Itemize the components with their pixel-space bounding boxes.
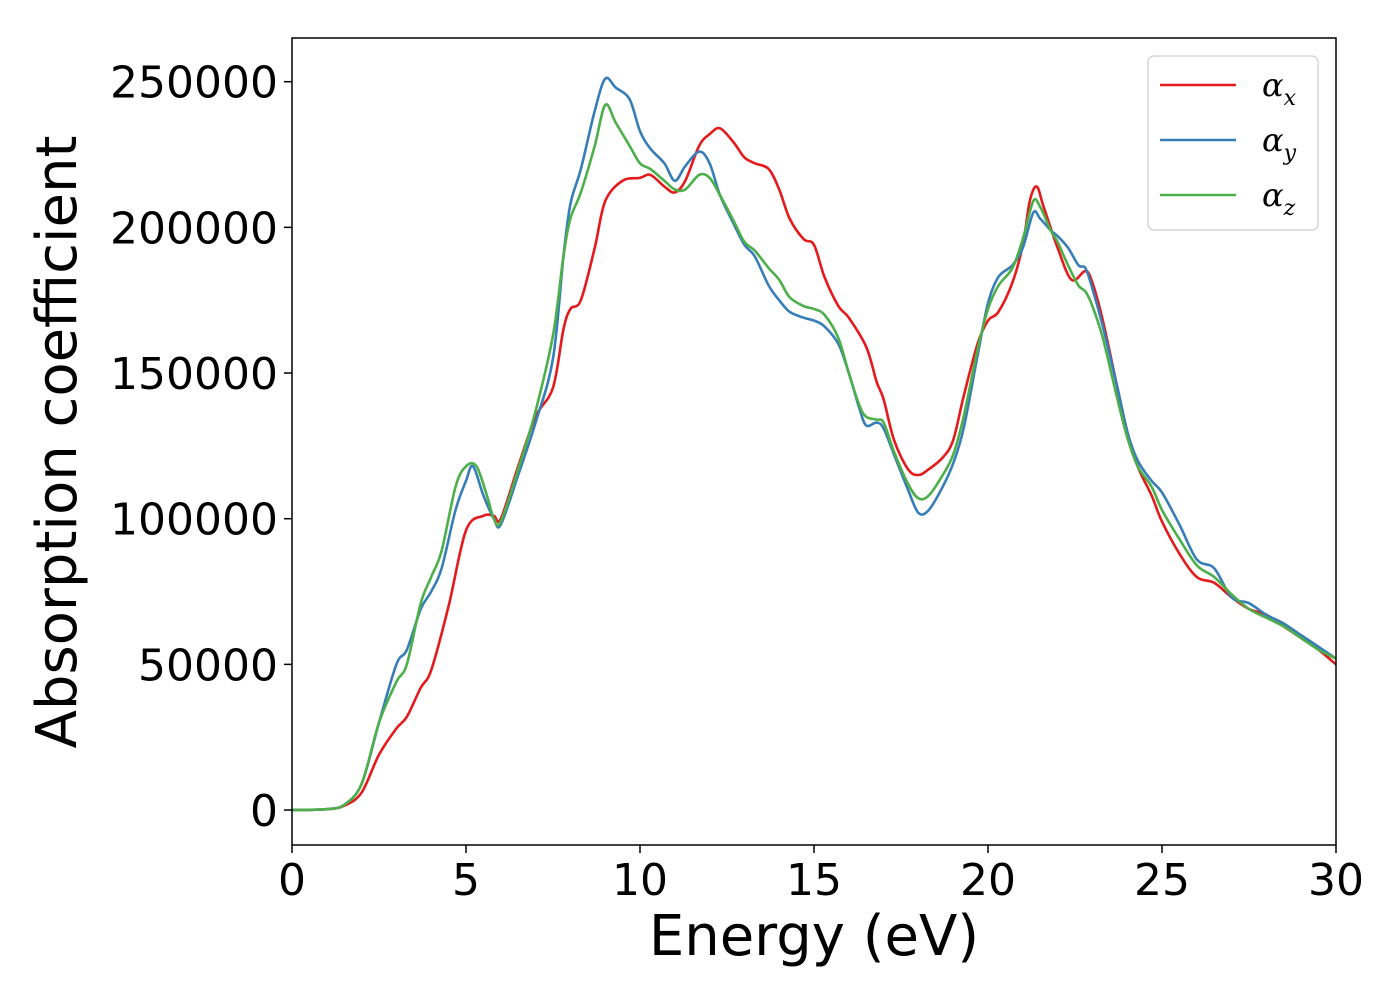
legend-box xyxy=(1147,55,1319,231)
x-axis-label: Energy (eV) xyxy=(649,904,979,969)
legend-entry-z: αz xyxy=(1160,176,1296,221)
x-tick-label: 15 xyxy=(786,855,842,906)
x-tick-label: 25 xyxy=(1134,855,1190,906)
y-axis-ticks: 0 50000 100000 150000 200000 250000 xyxy=(110,58,292,837)
x-tick-label: 30 xyxy=(1308,855,1364,906)
y-tick-label: 150000 xyxy=(110,349,278,400)
y-tick-label: 50000 xyxy=(138,640,278,691)
series-line-z xyxy=(292,103,1336,812)
legend-label: αx xyxy=(1262,66,1297,111)
y-tick-label: 100000 xyxy=(110,495,278,546)
legend: αx αy αz xyxy=(1147,55,1319,231)
legend-entry-y: αy xyxy=(1160,121,1297,166)
y-tick-label: 250000 xyxy=(110,58,278,109)
x-tick-label: 0 xyxy=(278,855,306,906)
x-tick-label: 20 xyxy=(960,855,1016,906)
legend-entry-x: αx xyxy=(1160,66,1297,111)
x-axis-ticks: 0 5 10 15 20 25 30 xyxy=(278,845,1364,906)
legend-label: αy xyxy=(1262,121,1297,166)
series-layer xyxy=(292,76,1336,812)
x-tick-label: 10 xyxy=(612,855,668,906)
x-tick-label: 5 xyxy=(452,855,480,906)
y-tick-label: 0 xyxy=(250,786,278,837)
y-axis-label: Absorption coefficient xyxy=(25,136,90,749)
legend-label: αz xyxy=(1262,176,1296,221)
y-tick-label: 200000 xyxy=(110,203,278,254)
